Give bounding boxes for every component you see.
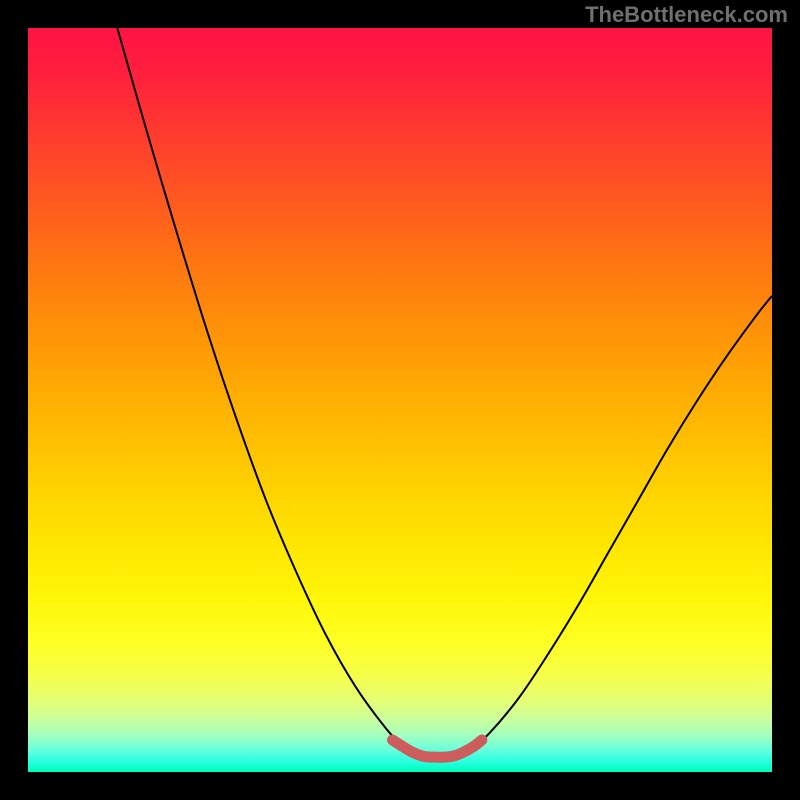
chart-stage: TheBottleneck.com [0, 0, 800, 800]
plot-background-gradient [28, 28, 772, 772]
chart-svg [0, 0, 800, 800]
